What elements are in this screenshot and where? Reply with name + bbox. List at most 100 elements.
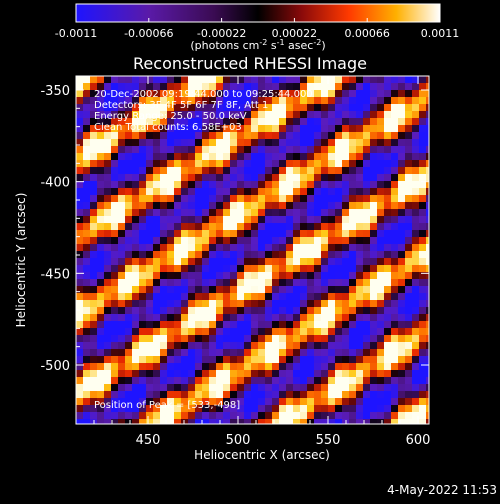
image-pixel — [195, 181, 202, 188]
image-pixel — [356, 146, 363, 153]
image-pixel — [342, 251, 349, 258]
image-pixel — [118, 202, 125, 209]
image-pixel — [251, 419, 258, 424]
image-pixel — [377, 265, 384, 272]
image-pixel — [272, 167, 279, 174]
image-pixel — [258, 349, 265, 356]
image-pixel — [83, 146, 90, 153]
image-pixel — [146, 167, 153, 174]
image-pixel — [76, 153, 83, 160]
image-pixel — [202, 342, 209, 349]
image-pixel — [279, 181, 286, 188]
image-pixel — [167, 391, 174, 398]
image-pixel — [286, 398, 293, 405]
image-pixel — [230, 111, 237, 118]
image-pixel — [132, 160, 139, 167]
image-pixel — [426, 83, 429, 90]
image-pixel — [188, 132, 195, 139]
image-pixel — [335, 286, 342, 293]
image-pixel — [181, 314, 188, 321]
image-pixel — [209, 328, 216, 335]
image-pixel — [412, 265, 419, 272]
image-pixel — [188, 370, 195, 377]
image-pixel — [426, 216, 429, 223]
image-pixel — [251, 363, 258, 370]
image-pixel — [265, 342, 272, 349]
image-pixel — [146, 237, 153, 244]
image-pixel — [223, 244, 230, 251]
image-pixel — [370, 160, 377, 167]
image-pixel — [181, 244, 188, 251]
image-pixel — [90, 118, 97, 125]
image-pixel — [160, 321, 167, 328]
image-pixel — [139, 216, 146, 223]
image-pixel — [104, 111, 111, 118]
image-pixel — [83, 321, 90, 328]
image-pixel — [76, 279, 83, 286]
image-pixel — [258, 377, 265, 384]
image-pixel — [202, 188, 209, 195]
image-pixel — [132, 118, 139, 125]
image-pixel — [300, 349, 307, 356]
image-pixel — [419, 384, 426, 391]
image-pixel — [251, 230, 258, 237]
image-pixel — [188, 398, 195, 405]
image-pixel — [321, 265, 328, 272]
image-pixel — [97, 335, 104, 342]
image-pixel — [356, 405, 363, 412]
image-pixel — [300, 230, 307, 237]
image-pixel — [405, 258, 412, 265]
image-pixel — [293, 398, 300, 405]
image-pixel — [370, 300, 377, 307]
image-pixel — [90, 216, 97, 223]
image-pixel — [356, 97, 363, 104]
image-pixel — [384, 90, 391, 97]
image-pixel — [391, 83, 398, 90]
image-pixel — [83, 202, 90, 209]
image-pixel — [377, 244, 384, 251]
image-pixel — [405, 83, 412, 90]
image-pixel — [377, 216, 384, 223]
image-pixel — [237, 398, 244, 405]
image-pixel — [104, 335, 111, 342]
image-pixel — [251, 244, 258, 251]
image-pixel — [209, 258, 216, 265]
image-pixel — [342, 314, 349, 321]
image-pixel — [251, 307, 258, 314]
image-pixel — [160, 125, 167, 132]
image-pixel — [118, 97, 125, 104]
image-pixel — [230, 223, 237, 230]
image-pixel — [202, 174, 209, 181]
image-pixel — [377, 335, 384, 342]
image-pixel — [251, 370, 258, 377]
image-pixel — [153, 223, 160, 230]
image-pixel — [209, 160, 216, 167]
image-pixel — [314, 412, 321, 419]
image-pixel — [279, 328, 286, 335]
image-pixel — [223, 202, 230, 209]
image-pixel — [202, 300, 209, 307]
image-pixel — [230, 265, 237, 272]
image-pixel — [377, 349, 384, 356]
image-pixel — [118, 160, 125, 167]
image-pixel — [237, 223, 244, 230]
image-pixel — [363, 97, 370, 104]
image-pixel — [405, 377, 412, 384]
plot-frame — [75, 75, 430, 425]
image-pixel — [335, 419, 342, 424]
image-pixel — [356, 209, 363, 216]
counts-label: Clean Total counts: 6.58E+03 — [94, 122, 242, 133]
image-pixel — [377, 223, 384, 230]
image-pixel — [293, 321, 300, 328]
image-pixel — [83, 209, 90, 216]
image-pixel — [244, 160, 251, 167]
image-pixel — [321, 230, 328, 237]
image-pixel — [83, 181, 90, 188]
image-pixel — [118, 209, 125, 216]
image-pixel — [209, 153, 216, 160]
image-pixel — [300, 244, 307, 251]
image-pixel — [286, 167, 293, 174]
colorbar-ticks — [75, 18, 441, 22]
image-pixel — [118, 104, 125, 111]
image-pixel — [328, 335, 335, 342]
